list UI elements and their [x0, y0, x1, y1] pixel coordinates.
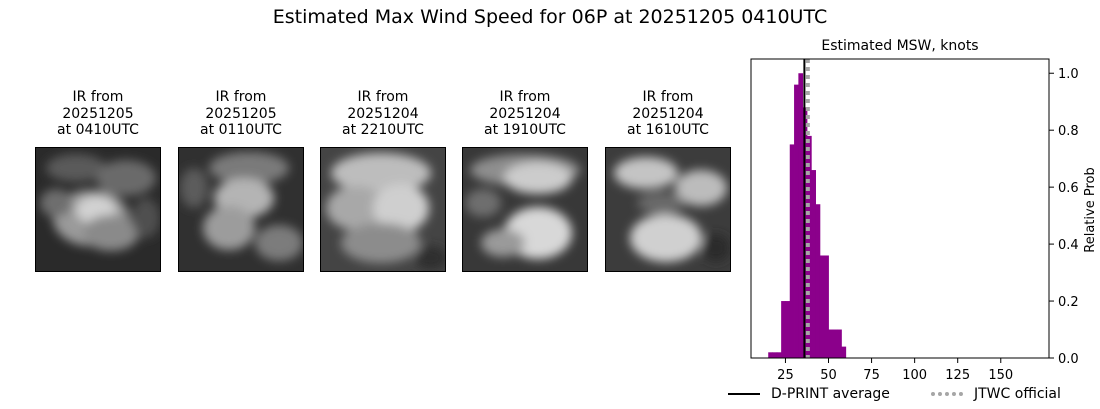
histogram-bar — [832, 329, 838, 358]
ir-panel-title-line: at 0410UTC — [57, 122, 139, 138]
x-tick-label: 100 — [902, 368, 927, 383]
legend-solid-line-swatch — [728, 393, 760, 395]
legend-label: JTWC official — [974, 386, 1061, 402]
ir-panel-title-line: IR from — [72, 89, 124, 105]
histogram-bar — [819, 255, 825, 358]
histogram-bar — [815, 204, 821, 358]
histogram-bar — [798, 73, 804, 358]
legend-item-jtwc: JTWC official — [931, 386, 1061, 402]
ir-panel-title-line: at 0110UTC — [200, 122, 282, 138]
legend-item-dprint: D-PRINT average — [728, 386, 890, 402]
ir-panel-title: IR from 20251204 at 1610UTC — [605, 89, 731, 139]
chart-title: Estimated MSW, knots — [821, 38, 978, 54]
ir-panel-title-line: 20251205 — [62, 105, 134, 122]
histogram-bar — [776, 352, 782, 358]
y-tick-label: 0.2 — [1058, 295, 1079, 310]
ir-panel-5: IR from 20251204 at 1610UTC — [605, 89, 731, 272]
legend-label: D-PRINT average — [771, 386, 890, 402]
x-tick-label: 150 — [988, 368, 1013, 383]
ir-panel-title-line: 20251204 — [632, 105, 704, 122]
ir-panel-title-line: IR from — [642, 89, 694, 105]
ir-panel-1: IR from 20251205 at 0410UTC — [35, 89, 161, 272]
x-tick-label: 25 — [777, 368, 794, 383]
ir-panel-title: IR from 20251204 at 1910UTC — [462, 89, 588, 139]
y-tick-label: 0.4 — [1058, 238, 1079, 253]
ir-panel-title-line: at 1910UTC — [484, 122, 566, 138]
y-tick-label: 1.0 — [1058, 67, 1079, 82]
ir-panel-title: IR from 20251205 at 0110UTC — [178, 89, 304, 139]
ir-satellite-image — [35, 147, 161, 272]
ir-panel-title: IR from 20251204 at 2210UTC — [320, 89, 446, 139]
histogram-bar — [794, 84, 799, 358]
ir-panel-title-line: IR from — [357, 89, 409, 105]
histogram-bar — [785, 301, 791, 358]
y-tick-label: 0.8 — [1058, 124, 1079, 139]
histogram-bar — [837, 329, 842, 358]
ir-panel-title-line: 20251205 — [205, 105, 277, 122]
ir-panel-4: IR from 20251204 at 1910UTC — [462, 89, 588, 272]
ir-satellite-image — [320, 147, 446, 272]
ir-panel-2: IR from 20251205 at 0110UTC — [178, 89, 304, 272]
ir-panel-title-line: 20251204 — [347, 105, 419, 122]
ir-satellite-image — [178, 147, 304, 272]
chart-axes: 25 50 75 100 125 150 0.0 0.2 0.4 0.6 0.8 1.0 — [750, 58, 1079, 383]
ir-panel-title: IR from 20251205 at 0410UTC — [35, 89, 161, 139]
ir-panel-3: IR from 20251204 at 2210UTC — [320, 89, 446, 272]
figure-title: Estimated Max Wind Speed for 06P at 2025… — [272, 6, 828, 28]
y-tick-label: 0.6 — [1058, 181, 1079, 196]
plot-frame — [750, 58, 1050, 359]
histogram-bar — [811, 170, 816, 358]
ir-panel-title-line: 20251204 — [489, 105, 561, 122]
ir-panel-title-line: at 2210UTC — [342, 122, 424, 138]
ir-panel-title-line: at 1610UTC — [627, 122, 709, 138]
histogram-bar — [768, 352, 773, 358]
histogram-bar — [841, 346, 847, 358]
histogram-bar — [772, 352, 778, 358]
reference-lines — [803, 59, 810, 358]
chart-legend: D-PRINT average JTWC official — [728, 386, 1100, 408]
ir-panel-title-line: IR from — [215, 89, 267, 105]
x-tick-label: 125 — [945, 368, 970, 383]
ir-satellite-image — [462, 147, 588, 272]
ir-satellite-image — [605, 147, 731, 272]
y-tick-label: 0.0 — [1058, 352, 1079, 367]
histogram-bar — [828, 329, 834, 358]
x-tick-label: 75 — [863, 368, 880, 383]
histogram-bar — [781, 301, 786, 358]
histogram-bar — [789, 144, 795, 358]
x-tick-label: 50 — [820, 368, 837, 383]
histogram-bar — [824, 255, 829, 358]
y-axis-label: Relative Prob — [1083, 167, 1098, 252]
legend-dotted-line-swatch — [931, 392, 963, 396]
ir-panel-title-line: IR from — [499, 89, 551, 105]
